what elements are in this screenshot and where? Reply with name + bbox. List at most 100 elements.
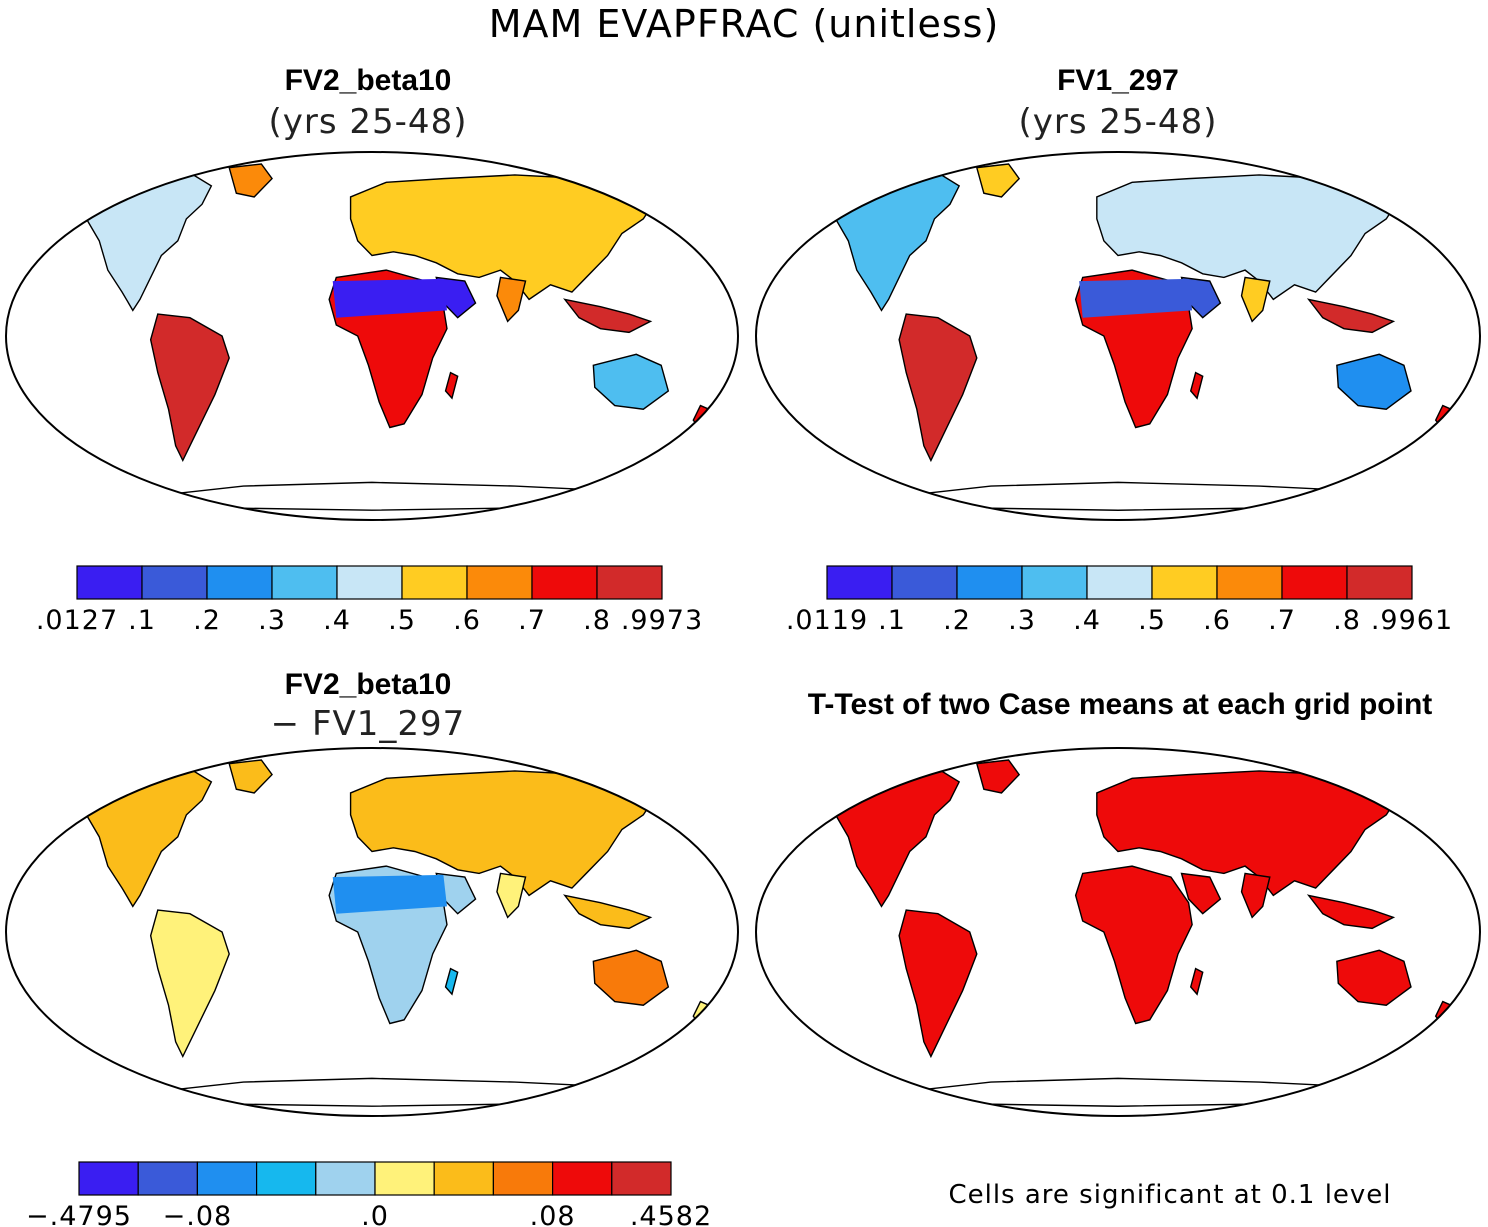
map-border bbox=[5, 151, 739, 521]
significance-note: Cells are significant at 0.1 level bbox=[948, 1180, 1392, 1210]
panel4-title: T-Test of two Case means at each grid po… bbox=[807, 688, 1433, 721]
colorbar-tick-label: .3 bbox=[258, 605, 286, 636]
colorbar-tick-label: .7 bbox=[518, 605, 546, 636]
map-panel-ttest bbox=[755, 747, 1481, 1117]
colorbar-tick-label: .4 bbox=[1073, 605, 1101, 636]
colorbar-tick-label: .8 bbox=[1333, 605, 1361, 636]
colorbar-tick-label: .6 bbox=[453, 605, 481, 636]
map-border bbox=[755, 151, 1481, 521]
colorbar-swatch bbox=[531, 565, 598, 600]
colorbar-tick-label: .0127 bbox=[36, 605, 118, 636]
colorbar-swatch bbox=[1021, 565, 1088, 600]
colorbar-swatch bbox=[256, 1161, 317, 1196]
colorbar-swatch bbox=[596, 565, 663, 600]
colorbar-swatch bbox=[206, 565, 273, 600]
land-sahara bbox=[1079, 278, 1193, 318]
colorbar-swatch bbox=[492, 1161, 554, 1196]
colorbar-tick-label: .4 bbox=[323, 605, 351, 636]
land-australia bbox=[592, 353, 670, 410]
panel2-subtitle: (yrs 25-48) bbox=[1018, 102, 1218, 142]
land-india bbox=[1240, 276, 1271, 323]
land-sahara bbox=[332, 874, 447, 914]
colorbar-swatch bbox=[611, 1161, 672, 1196]
colorbar-swatch bbox=[433, 1161, 495, 1196]
colorbar-tick-label: .0 bbox=[361, 1201, 389, 1227]
land-india bbox=[1240, 872, 1271, 919]
colorbar-tick-label: −.4795 bbox=[26, 1201, 132, 1227]
colorbar-swatch bbox=[141, 565, 208, 600]
land-australia bbox=[592, 949, 670, 1006]
colorbar-swatch bbox=[401, 565, 468, 600]
colorbar-tick-label: .8 bbox=[583, 605, 611, 636]
map-panel-fv1-297 bbox=[755, 151, 1481, 521]
colorbar-swatch bbox=[1086, 565, 1153, 600]
land-samerica bbox=[149, 909, 230, 1059]
colorbar-tick-label: .3 bbox=[1008, 605, 1036, 636]
colorbar-difference: −.4795 −.08 .0 .08 .4582 bbox=[26, 1161, 712, 1227]
colorbar-swatch bbox=[78, 1161, 139, 1196]
land-seasia bbox=[1306, 894, 1396, 930]
colorbar-tick-label: .5 bbox=[1138, 605, 1166, 636]
map-border bbox=[755, 747, 1481, 1117]
colorbar-swatch bbox=[271, 565, 338, 600]
panel1-title: FV2_beta10 bbox=[284, 64, 452, 97]
colorbar-tick-label: .6 bbox=[1203, 605, 1231, 636]
colorbar-tick-label: .1 bbox=[878, 605, 906, 636]
land-madagascar bbox=[1189, 967, 1204, 996]
land-india bbox=[496, 872, 527, 919]
land-arabia bbox=[1180, 872, 1222, 915]
colorbar-swatch bbox=[336, 565, 403, 600]
colorbar-tick-label: .08 bbox=[530, 1201, 576, 1227]
colorbar-tick-label: .7 bbox=[1268, 605, 1296, 636]
colorbar-swatch bbox=[1216, 565, 1283, 600]
land-greenland bbox=[228, 163, 273, 198]
map-panel-fv2-beta10 bbox=[5, 151, 739, 521]
colorbar-tick-label: .1 bbox=[128, 605, 156, 636]
land-africa bbox=[1074, 865, 1193, 1025]
page-title: MAM EVAPFRAC (unitless) bbox=[488, 2, 1000, 46]
land-seasia bbox=[563, 894, 653, 930]
land-samerica bbox=[149, 313, 230, 463]
colorbar-swatch bbox=[1151, 565, 1218, 600]
colorbar-swatch bbox=[315, 1161, 376, 1196]
colorbar-swatch bbox=[826, 565, 893, 600]
colorbar-tick-label: .2 bbox=[943, 605, 971, 636]
land-seasia bbox=[563, 298, 653, 334]
map-border bbox=[5, 747, 739, 1117]
colorbar-swatch bbox=[1281, 565, 1348, 600]
land-madagascar bbox=[444, 967, 459, 996]
colorbar-swatch bbox=[137, 1161, 198, 1196]
colorbar-tick-label: .0119 bbox=[786, 605, 868, 636]
land-samerica bbox=[898, 909, 978, 1059]
colorbar-tick-label: .9973 bbox=[621, 605, 703, 636]
land-australia bbox=[1336, 949, 1412, 1006]
colorbar-swatch bbox=[1346, 565, 1413, 600]
panel1-subtitle: (yrs 25-48) bbox=[268, 102, 468, 142]
land-australia bbox=[1336, 353, 1412, 410]
colorbar-tick-label: .4582 bbox=[630, 1201, 712, 1227]
land-greenland bbox=[228, 759, 273, 794]
land-madagascar bbox=[1189, 371, 1204, 400]
land-greenland bbox=[975, 759, 1021, 794]
panel2-title: FV1_297 bbox=[1057, 64, 1179, 97]
land-madagascar bbox=[444, 371, 459, 400]
colorbar-swatch bbox=[551, 1161, 613, 1196]
land-india bbox=[496, 276, 527, 323]
colorbar-fv2-beta10: .0127 .1 .2 .3 .4 .5 .6 .7 .8 .9973 bbox=[36, 565, 703, 636]
panel3-title: FV2_beta10 bbox=[284, 668, 452, 701]
colorbar-swatch bbox=[76, 565, 143, 600]
colorbar-swatch bbox=[196, 1161, 258, 1196]
colorbar-tick-label: .9961 bbox=[1371, 605, 1453, 636]
colorbar-fv1-297: .0119 .1 .2 .3 .4 .5 .6 .7 .8 .9961 bbox=[786, 565, 1453, 636]
land-seasia bbox=[1306, 298, 1396, 334]
map-panel-difference bbox=[5, 747, 739, 1117]
colorbar-swatch bbox=[956, 565, 1023, 600]
colorbar-swatch bbox=[374, 1161, 435, 1196]
colorbar-swatch bbox=[466, 565, 533, 600]
colorbar-swatch bbox=[891, 565, 958, 600]
land-sahara bbox=[332, 278, 447, 318]
panel3-subtitle: − FV1_297 bbox=[270, 704, 466, 744]
colorbar-tick-label: −.08 bbox=[163, 1201, 233, 1227]
colorbar-tick-label: .2 bbox=[193, 605, 221, 636]
land-greenland bbox=[975, 163, 1021, 198]
